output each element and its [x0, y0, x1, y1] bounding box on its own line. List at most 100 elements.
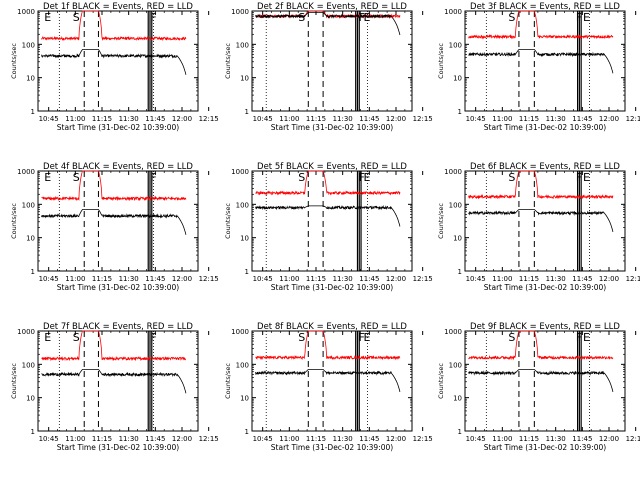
- detector-chart-6: Det 6f BLACK = Events, RED = LLD 1 10 100 10…: [437, 162, 640, 292]
- x-tick-label: 11:15: [306, 275, 326, 283]
- lld-rate-curve: [41, 170, 187, 202]
- y-tick-label: 1: [245, 268, 249, 276]
- y-tick-label: 10: [453, 395, 462, 403]
- x-tick-label: 11:00: [65, 275, 85, 283]
- x-tick-label: 11:30: [333, 275, 353, 283]
- x-tick-label: 11:30: [119, 115, 139, 123]
- y-tick-label: 100: [449, 201, 462, 209]
- x-tick-label: 11:00: [279, 435, 299, 443]
- x-tick-label: 10:45: [253, 435, 273, 443]
- x-tick-label: 12:15: [626, 115, 640, 123]
- y-tick-label: 1: [245, 428, 249, 436]
- event-rate-curve: [255, 12, 401, 36]
- y-tick-label: 100: [449, 41, 462, 49]
- chart-title: Det 8f BLACK = Events, RED = LLD: [257, 322, 407, 332]
- x-tick-label: 10:45: [39, 275, 59, 283]
- y-tick-label: 1000: [444, 168, 462, 176]
- x-tick-label: 11:45: [572, 115, 592, 123]
- lld-rate-curve: [468, 330, 614, 361]
- lld-rate-curve: [255, 170, 401, 196]
- y-tick-label: 1000: [17, 328, 35, 336]
- x-tick-label: 11:45: [145, 435, 165, 443]
- y-axis-label: Counts/sec: [437, 363, 445, 399]
- y-tick-label: 1: [31, 108, 35, 116]
- x-tick-label: 12:15: [413, 115, 433, 123]
- y-axis-label: Counts/sec: [10, 363, 18, 399]
- marker-label-s: S: [508, 11, 515, 24]
- x-tick-label: 10:45: [39, 435, 59, 443]
- plot-frame: [37, 170, 199, 272]
- x-tick-label: 11:00: [492, 275, 512, 283]
- detector-chart-9: Det 9f BLACK = Events, RED = LLD 1 10 100 10…: [437, 322, 640, 452]
- marker-label-e: E: [44, 331, 51, 344]
- y-tick-label: 1: [458, 268, 462, 276]
- y-tick-label: 10: [26, 395, 35, 403]
- marker-label-f: F: [150, 171, 156, 184]
- y-tick-label: 1000: [231, 8, 249, 16]
- y-tick-label: 1: [458, 108, 462, 116]
- x-axis-label: Start Time (31-Dec-02 10:39:00): [484, 283, 606, 292]
- marker-label-s: S: [508, 331, 515, 344]
- x-axis-label: Start Time (31-Dec-02 10:39:00): [484, 443, 606, 452]
- marker-label-e: E: [363, 331, 370, 344]
- marker-label-f: F: [358, 171, 364, 184]
- x-tick-label: 11:15: [92, 435, 112, 443]
- x-tick-label: 11:30: [333, 115, 353, 123]
- x-tick-label: 10:45: [253, 115, 273, 123]
- marker-label-e: E: [363, 11, 370, 24]
- x-axis-label: Start Time (31-Dec-02 10:39:00): [271, 283, 393, 292]
- lld-rate-curve: [468, 10, 614, 40]
- x-tick-label: 11:15: [306, 115, 326, 123]
- x-axis-label: Start Time (31-Dec-02 10:39:00): [57, 123, 179, 132]
- y-tick-label: 1: [458, 428, 462, 436]
- x-tick-label: 11:00: [279, 115, 299, 123]
- x-tick-label: 11:15: [92, 275, 112, 283]
- chart-title: Det 6f BLACK = Events, RED = LLD: [470, 162, 620, 172]
- marker-label-s: S: [73, 331, 80, 344]
- y-tick-label: 10: [26, 75, 35, 83]
- y-tick-label: 10: [453, 235, 462, 243]
- y-tick-label: 1: [31, 428, 35, 436]
- y-tick-label: 100: [236, 41, 249, 49]
- y-axis-label: Counts/sec: [10, 43, 18, 79]
- x-tick-label: 11:00: [279, 275, 299, 283]
- chart-title: Det 4f BLACK = Events, RED = LLD: [43, 162, 193, 172]
- lld-rate-curve: [255, 330, 401, 361]
- chart-title: Det 7f BLACK = Events, RED = LLD: [43, 322, 193, 332]
- detector-chart-4: Det 4f BLACK = Events, RED = LLD 1 10 100 10…: [10, 162, 219, 292]
- plot-frame: [251, 330, 413, 432]
- x-tick-label: 12:15: [199, 435, 219, 443]
- y-tick-label: 10: [453, 75, 462, 83]
- event-rate-curve: [41, 369, 187, 394]
- x-tick-label: 11:15: [306, 435, 326, 443]
- marker-label-s: S: [73, 171, 80, 184]
- marker-label-f: F: [576, 171, 582, 184]
- x-tick-label: 12:15: [199, 275, 219, 283]
- x-tick-label: 12:15: [626, 435, 640, 443]
- y-tick-label: 100: [449, 361, 462, 369]
- x-tick-label: 12:00: [386, 115, 406, 123]
- x-tick-label: 11:30: [333, 435, 353, 443]
- x-tick-label: 12:00: [599, 115, 619, 123]
- x-tick-label: 11:00: [65, 435, 85, 443]
- marker-label-s: S: [508, 171, 515, 184]
- x-tick-label: 10:45: [253, 275, 273, 283]
- y-tick-label: 1: [31, 268, 35, 276]
- y-axis-label: Counts/sec: [10, 203, 18, 239]
- x-axis-label: Start Time (31-Dec-02 10:39:00): [57, 283, 179, 292]
- y-tick-label: 1000: [231, 328, 249, 336]
- chart-title: Det 3f BLACK = Events, RED = LLD: [470, 2, 620, 12]
- x-tick-label: 11:45: [145, 275, 165, 283]
- marker-label-f: F: [358, 331, 364, 344]
- marker-label-f: F: [576, 11, 582, 24]
- detector-chart-5: Det 5f BLACK = Events, RED = LLD 1 10 100 10…: [224, 162, 433, 292]
- plot-frame: [464, 330, 626, 432]
- x-axis-label: Start Time (31-Dec-02 10:39:00): [271, 443, 393, 452]
- x-tick-label: 11:45: [145, 115, 165, 123]
- detector-chart-2: Det 2f BLACK = Events, RED = LLD 1 10 100 10…: [224, 2, 433, 132]
- y-tick-label: 1: [245, 108, 249, 116]
- marker-label-s: S: [73, 11, 80, 24]
- x-tick-label: 11:30: [119, 435, 139, 443]
- detector-chart-1: Det 1f BLACK = Events, RED = LLD 1 10 100 10…: [10, 2, 219, 132]
- marker-label-e: E: [583, 171, 590, 184]
